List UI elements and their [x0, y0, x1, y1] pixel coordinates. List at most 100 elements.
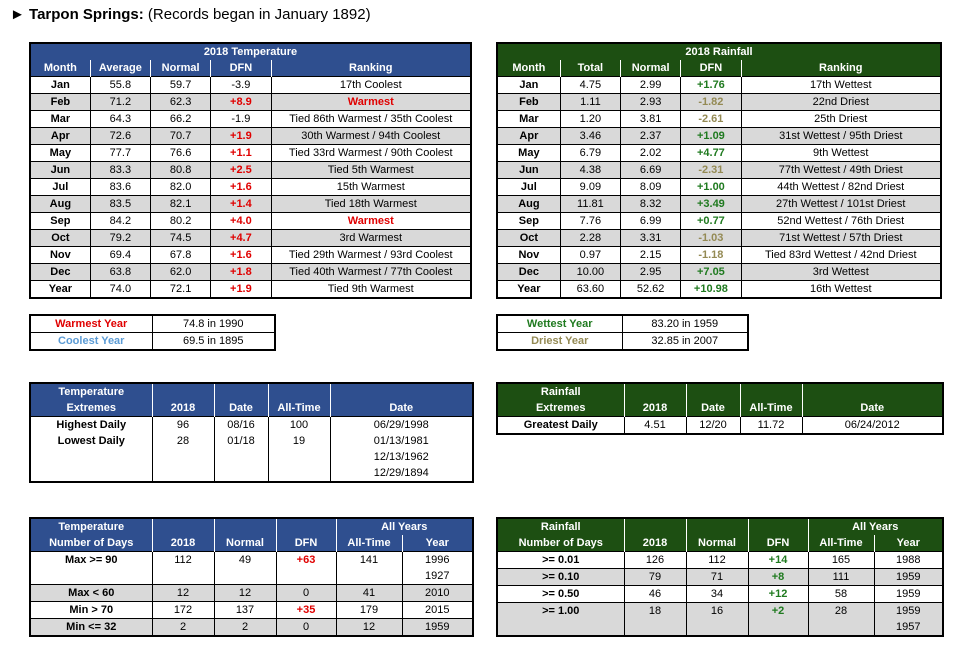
temp-cell-dfn: +2.5 [210, 161, 271, 179]
rain-cell-month: Jul [497, 178, 561, 196]
rain-cell-dfn: +7.05 [680, 263, 742, 281]
rain-ext-cell: Greatest Daily [497, 416, 624, 434]
temp-cell-ranking: Warmest [270, 212, 471, 230]
temp-cell-dfn: +4.7 [210, 229, 271, 247]
rain-col-dfn: DFN [680, 60, 742, 77]
rain-cell-value: 3.46 [559, 127, 621, 145]
rain-cell-normal: 52.62 [620, 280, 681, 298]
table-row: Mar 64.3 66.2 -1.9 Tied 86th Warmest / 35th … [30, 110, 471, 128]
rain-cell-value: 7.76 [559, 212, 621, 230]
temp-days-cell: 12 [335, 618, 402, 636]
table-row: Sep 7.76 6.99 +0.77 52nd Wettest / 76th Drie… [497, 212, 941, 230]
rain-ext-cell: 4.51 [623, 416, 686, 434]
rain-ext-cell: 12/20 [685, 416, 740, 434]
rain-cell-normal: 2.93 [620, 93, 681, 111]
rain-extremes-col-2018: 2018 [623, 400, 686, 417]
temp-cell-value: 69.4 [89, 246, 151, 264]
rain-cell-normal: 3.31 [620, 229, 681, 247]
rain-days-cell: 111 [807, 568, 874, 586]
rain-days-cell: +8 [747, 568, 808, 586]
rainfall-table-header: 2018 Rainfall [497, 43, 941, 60]
temp-extremes-col-date2: Date [329, 400, 473, 417]
table-row: Dec 10.00 2.95 +7.05 3rd Wettest [497, 263, 941, 281]
rain-days-col-normal: Normal [685, 535, 748, 552]
rain-cell-dfn: -2.61 [680, 110, 742, 128]
temp-days-title-1: Temperature [30, 518, 152, 535]
arrow-marker-icon: ► [10, 6, 25, 23]
rain-cell-month: Oct [497, 229, 561, 247]
rain-cell-ranking: 77th Wettest / 49th Driest [740, 161, 941, 179]
temp-ext-cell [30, 465, 152, 482]
rain-cell-value: 11.81 [559, 195, 621, 213]
rain-cell-ranking: 44th Wettest / 82nd Driest [740, 178, 941, 196]
temp-days-cell [151, 568, 214, 585]
temp-days-cell: 12 [213, 584, 276, 602]
temperature-table: 2018 Temperature Month Average Normal DFN Ra… [29, 42, 472, 299]
rain-days-cell: 16 [685, 602, 748, 619]
table-row: 1957 [497, 619, 943, 636]
temp-cell-month: Oct [30, 229, 91, 247]
rainfall-extremes-table: Rainfall Extremes 2018 Date All-Time Dat… [496, 382, 944, 435]
temp-cell-ranking: Tied 9th Warmest [270, 280, 471, 298]
rain-cell-value: 2.28 [559, 229, 621, 247]
temp-cell-value: 63.8 [89, 263, 151, 281]
temp-days-col-2018: 2018 [151, 535, 214, 552]
rain-days-cell: 165 [807, 551, 874, 569]
table-row: Apr 72.6 70.7 +1.9 30th Warmest / 94th Coole… [30, 127, 471, 145]
temp-col-month: Month [30, 60, 91, 77]
temp-days-cell: 41 [335, 584, 402, 602]
temp-days-cell: 2015 [401, 601, 473, 619]
temp-ext-cell: Highest Daily [30, 416, 152, 433]
temp-cell-month: Apr [30, 127, 91, 145]
temp-cell-normal: 80.8 [149, 161, 211, 179]
rain-cell-ranking: 25th Driest [740, 110, 941, 128]
rain-cell-value: 4.75 [559, 76, 621, 94]
station-name: Tarpon Springs: [29, 6, 144, 23]
rain-days-col-2018: 2018 [623, 535, 686, 552]
temp-cell-month: Jul [30, 178, 91, 196]
temp-days-cell: Max >= 90 [30, 551, 152, 568]
temp-cell-ranking: 17th Coolest [270, 76, 471, 94]
rain-cell-month: Mar [497, 110, 561, 128]
temp-days-cell: 2010 [401, 584, 473, 602]
rain-days-cell: 34 [685, 585, 748, 603]
driest-year-label: Driest Year [497, 332, 622, 350]
rain-cell-normal: 2.37 [620, 127, 681, 145]
rain-days-cell: 79 [623, 568, 686, 586]
table-row: Feb 71.2 62.3 +8.9 Warmest [30, 93, 471, 111]
temperature-days-table: Temperature All Years Number of Days 2018… [29, 517, 474, 637]
temp-cell-normal: 82.0 [149, 178, 211, 196]
temp-days-cell: +63 [275, 551, 336, 568]
rain-days-cell: >= 0.01 [497, 551, 624, 569]
temp-cell-ranking: Tied 29th Warmest / 93rd Coolest [270, 246, 471, 264]
rain-cell-dfn: +1.00 [680, 178, 742, 196]
temp-cell-month: Feb [30, 93, 91, 111]
temp-cell-dfn: +8.9 [210, 93, 271, 111]
rain-days-cell: +12 [747, 585, 808, 603]
rain-days-cell: >= 0.50 [497, 585, 624, 603]
rain-cell-dfn: +1.76 [680, 76, 742, 94]
rain-cell-dfn: -1.82 [680, 93, 742, 111]
temp-cell-ranking: 30th Warmest / 94th Coolest [270, 127, 471, 145]
rain-cell-normal: 2.15 [620, 246, 681, 264]
table-row: Min > 70 172 137 +35 179 2015 [30, 601, 473, 619]
rain-cell-month: Year [497, 280, 561, 298]
rain-days-cell: +2 [747, 602, 808, 619]
temp-days-cell: +35 [275, 601, 336, 619]
temp-days-title-2: Number of Days [30, 535, 152, 552]
temp-ext-cell: 12/13/1962 [329, 449, 473, 465]
temp-cell-normal: 72.1 [149, 280, 211, 298]
rain-col-ranking: Ranking [740, 60, 941, 77]
temp-cell-value: 55.8 [89, 76, 151, 94]
coolest-year-value: 69.5 in 1895 [151, 332, 275, 350]
temp-days-allyears: All Years [335, 518, 473, 535]
temp-ext-cell [267, 449, 330, 465]
temp-ext-cell [30, 449, 152, 465]
temp-cell-dfn: -3.9 [210, 76, 271, 94]
rain-cell-normal: 2.02 [620, 144, 681, 162]
rain-cell-dfn: +0.77 [680, 212, 742, 230]
temp-extremes-title-1: Temperature [30, 383, 152, 400]
temp-cell-month: Aug [30, 195, 91, 213]
rain-cell-normal: 6.99 [620, 212, 681, 230]
temp-days-cell: 12 [151, 584, 214, 602]
